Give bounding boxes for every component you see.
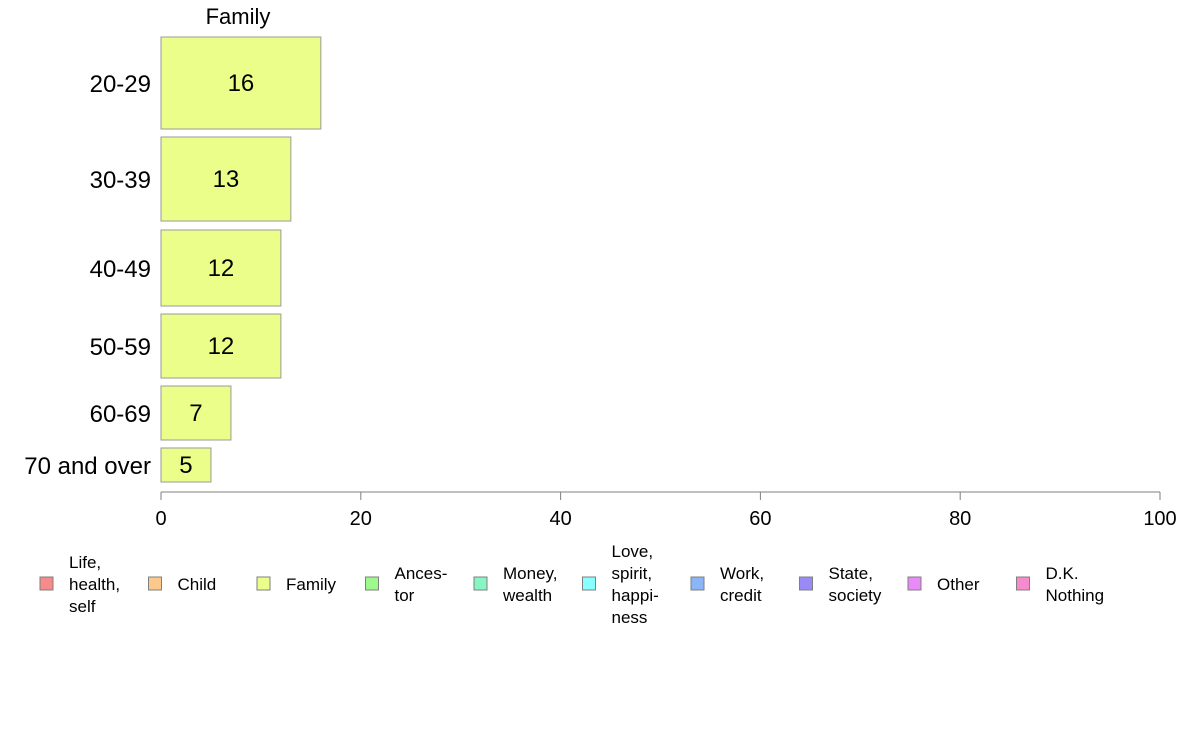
legend-label: D.K. Nothing — [1046, 564, 1105, 605]
bar-value-label: 5 — [179, 452, 192, 479]
category-label: 60-69 — [90, 401, 151, 428]
legend-swatch — [473, 576, 488, 591]
bars: 16 13 12 12 7 5 — [160, 36, 322, 483]
bar-value-label: 12 — [208, 255, 235, 282]
category-label: 50-59 — [90, 334, 151, 361]
legend-label: State, society — [829, 564, 882, 605]
legend-swatch — [256, 576, 271, 591]
legend-label: Ances-tor — [395, 564, 448, 605]
legend-label: Family — [286, 575, 337, 594]
legend: Life, health, self Child Family Ances-tor Mone… — [39, 542, 1105, 627]
bar-40-49 — [160, 229, 282, 307]
legend-swatch — [365, 576, 379, 591]
legend-swatch — [799, 576, 813, 591]
legend-swatch — [39, 576, 54, 591]
legend-swatch — [690, 576, 705, 591]
bar-value-label: 16 — [228, 70, 255, 97]
x-tick-label: 20 — [350, 508, 372, 530]
x-tick-label: 60 — [749, 508, 771, 530]
bar-value-label: 13 — [213, 166, 240, 193]
category-label: 40-49 — [90, 256, 151, 283]
bar-60-69 — [160, 385, 232, 441]
legend-swatch — [148, 576, 162, 591]
x-tick-label: 40 — [549, 508, 571, 530]
category-label: 20-29 — [90, 71, 151, 98]
bar-50-59 — [160, 313, 282, 379]
x-axis: 0 20 40 60 80 100 — [155, 491, 1177, 530]
bar-value-label: 12 — [208, 333, 235, 360]
legend-swatch — [907, 576, 922, 591]
legend-swatch — [582, 576, 596, 591]
bar-30-39 — [160, 136, 292, 222]
x-tick-label: 0 — [155, 508, 166, 530]
legend-label: Life, health, self — [69, 553, 120, 616]
legend-label: Other — [937, 575, 980, 594]
legend-label: Child — [178, 575, 217, 594]
x-tick-label: 80 — [949, 508, 971, 530]
category-labels: 20-29 30-39 40-49 50-59 60-69 70 and over — [24, 71, 151, 480]
category-label: 70 and over — [24, 453, 151, 480]
legend-label: Love, spirit, happi-ness — [612, 542, 659, 627]
legend-label: Money, wealth — [502, 564, 558, 605]
x-tick-label: 100 — [1143, 508, 1176, 530]
chart-title: Family — [206, 4, 271, 29]
category-label: 30-39 — [90, 167, 151, 194]
bar-70-and-over — [160, 447, 212, 483]
legend-swatch — [1016, 576, 1030, 591]
bar-value-label: 7 — [189, 400, 202, 427]
bar-20-29 — [160, 36, 322, 130]
legend-label: Work, credit — [720, 564, 764, 605]
